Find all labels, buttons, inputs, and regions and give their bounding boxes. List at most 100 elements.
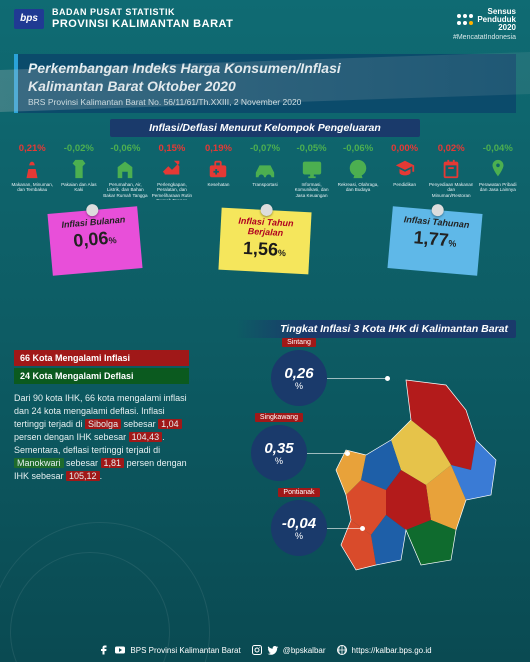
categories-row: 0,21%Makanan, Minuman, dan Tembakau-0,02… [0, 143, 530, 199]
category-value: -0,07% [243, 143, 288, 154]
category-icon [114, 158, 136, 180]
bubble-city: Singkawang [255, 413, 303, 422]
title-box: Perkembangan Indeks Harga Konsumen/Infla… [14, 54, 516, 113]
sticky-notes: Inflasi Bulanan 0,06% Inflasi Tahun Berj… [0, 200, 530, 280]
title-line2: Kalimantan Barat Oktober 2020 [28, 78, 506, 96]
category-icon [207, 158, 229, 180]
category-icon [68, 158, 90, 180]
category-item: 0,19% Kesehatan [196, 143, 241, 199]
header: bps BADAN PUSAT STATISTIK PROVINSI KALIM… [0, 0, 530, 46]
badge-inflasi: 66 Kota Mengalami Inflasi [14, 350, 189, 366]
leader-line [327, 378, 387, 379]
sensus-logo: SensusPenduduk2020 [456, 8, 516, 32]
category-label: Kesehatan [196, 182, 241, 200]
header-right: SensusPenduduk2020 #MencatatIndonesia [453, 8, 516, 42]
category-item: -0,06% Perumahan, Air, Listrik, dan Bahan… [103, 143, 148, 199]
bps-logo-text: bps [20, 13, 38, 24]
bps-logo: bps [14, 9, 44, 29]
narrative-text: Dari 90 kota IHK, 66 kota mengalami infl… [14, 392, 189, 483]
note-ytd: Inflasi Tahun Berjalan 1,56% [218, 207, 311, 274]
footer-social-3: https://kalbar.bps.go.id [336, 644, 432, 656]
instagram-icon [251, 644, 263, 656]
category-label: Penyediaan Makanan dan Minuman/Restoran [429, 182, 474, 200]
category-value: -0,04% [475, 143, 520, 154]
category-item: 0,21% Makanan, Minuman, dan Tembakau [10, 143, 55, 199]
left-column: 66 Kota Mengalami Inflasi 24 Kota Mengal… [14, 350, 189, 483]
badge-deflasi: 24 Kota Mengalami Deflasi [14, 368, 189, 384]
category-label: Pakaian dan Alas Kaki [57, 182, 102, 200]
category-value: 0,21% [10, 143, 55, 154]
category-item: -0,02% Pakaian dan Alas Kaki [57, 143, 102, 199]
category-icon [440, 158, 462, 180]
category-label: Rekreasi, Olahraga, dan Budaya [336, 182, 381, 200]
category-label: Makanan, Minuman, dan Tembakau [10, 182, 55, 200]
category-item: 0,00% Pendidikan [382, 143, 427, 199]
footer-name: BPS Provinsi Kalimantan Barat [130, 646, 240, 655]
category-item: -0,07% Transportasi [243, 143, 288, 199]
header-left: bps BADAN PUSAT STATISTIK PROVINSI KALIM… [14, 8, 233, 30]
section-banner-2: Tingkat Inflasi 3 Kota IHK di Kalimantan… [236, 320, 516, 338]
category-item: -0,04% Perawatan Pribadi dan Jasa Lainnya [475, 143, 520, 199]
category-value: 0,19% [196, 143, 241, 154]
org-line2: PROVINSI KALIMANTAN BARAT [52, 18, 233, 30]
footer-handle: @bpskalbar [283, 646, 326, 655]
category-label: Perlengkapan, Peralatan, dan Pemeliharaa… [150, 182, 195, 200]
category-icon [161, 158, 183, 180]
sensus-text: SensusPenduduk2020 [477, 8, 516, 32]
category-icon [347, 158, 369, 180]
tagline: #MencatatIndonesia [453, 34, 516, 42]
category-value: 0,02% [429, 143, 474, 154]
category-label: Pendidikan [382, 182, 427, 200]
category-icon [301, 158, 323, 180]
category-icon [21, 158, 43, 180]
category-label: Perawatan Pribadi dan Jasa Lainnya [475, 182, 520, 200]
category-value: -0,06% [336, 143, 381, 154]
kalbar-map [316, 370, 516, 580]
footer: BPS Provinsi Kalimantan Barat @bpskalbar… [0, 644, 530, 656]
category-value: -0,06% [103, 143, 148, 154]
note-value: 1,56% [225, 238, 304, 260]
note-monthly: Inflasi Bulanan 0,06% [47, 206, 142, 276]
bubble-value: 0,35 [264, 441, 293, 456]
infographic-page: bps BADAN PUSAT STATISTIK PROVINSI KALIM… [0, 0, 530, 662]
category-item: -0,05% Informasi, Komunikasi, dan Jasa Ke… [289, 143, 334, 199]
category-item: 0,15% Perlengkapan, Peralatan, dan Pemeli… [150, 143, 195, 199]
bubble-city: Sintang [282, 338, 316, 347]
category-label: Perumahan, Air, Listrik, dan Bahan Bakar… [103, 182, 148, 200]
category-value: -0,05% [289, 143, 334, 154]
footer-url: https://kalbar.bps.go.id [352, 646, 432, 655]
bubble-pct: % [275, 456, 283, 466]
leader-line [307, 453, 347, 454]
category-value: 0,15% [150, 143, 195, 154]
map-area: Sintang 0,26 % Singkawang 0,35 % Pontian… [216, 340, 516, 590]
category-item: -0,06% Rekreasi, Olahraga, dan Budaya [336, 143, 381, 199]
bubble-city: Pontianak [278, 488, 319, 497]
twitter-icon [267, 644, 279, 656]
category-label: Transportasi [243, 182, 288, 200]
youtube-icon [114, 644, 126, 656]
section-banner-1: Inflasi/Deflasi Menurut Kelompok Pengelu… [110, 119, 420, 137]
facebook-icon [98, 644, 110, 656]
bubble-pontianak: Pontianak -0,04 % [271, 500, 327, 556]
bubble-pct: % [295, 531, 303, 541]
bubble-pct: % [295, 381, 303, 391]
footer-social-1: BPS Provinsi Kalimantan Barat [98, 644, 240, 656]
org-name: BADAN PUSAT STATISTIK PROVINSI KALIMANTA… [52, 8, 233, 30]
bubble-sintang: Sintang 0,26 % [271, 350, 327, 406]
bubble-value: -0,04 [282, 516, 316, 531]
footer-social-2: @bpskalbar [251, 644, 326, 656]
org-line1: BADAN PUSAT STATISTIK [52, 8, 233, 18]
category-label: Informasi, Komunikasi, dan Jasa Keuangan [289, 182, 334, 200]
note-annual: Inflasi Tahunan 1,77% [387, 206, 482, 276]
category-item: 0,02% Penyediaan Makanan dan Minuman/Rest… [429, 143, 474, 199]
category-value: -0,02% [57, 143, 102, 154]
category-value: 0,00% [382, 143, 427, 154]
leader-line [327, 528, 362, 529]
title-line1: Perkembangan Indeks Harga Konsumen/Infla… [28, 60, 506, 78]
bubble-singkawang: Singkawang 0,35 % [251, 425, 307, 481]
bubble-value: 0,26 [284, 366, 313, 381]
title-sub: BRS Provinsi Kalimantan Barat No. 56/11/… [28, 97, 506, 107]
category-icon [254, 158, 276, 180]
category-icon [394, 158, 416, 180]
category-icon [487, 158, 509, 180]
